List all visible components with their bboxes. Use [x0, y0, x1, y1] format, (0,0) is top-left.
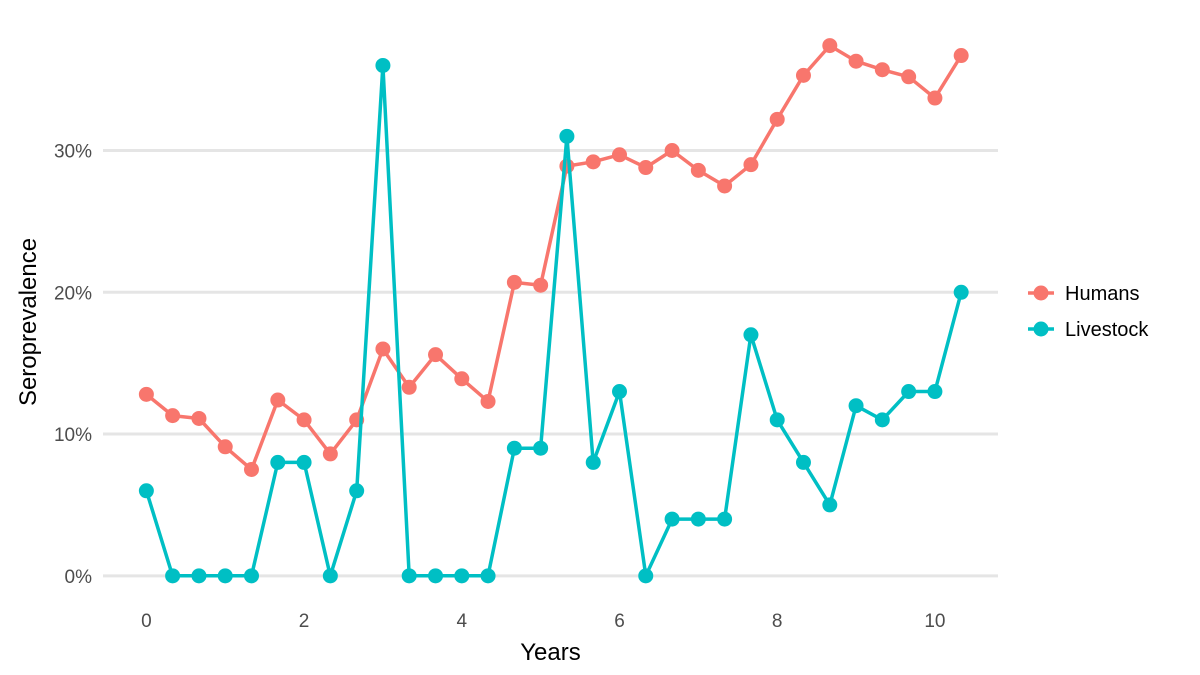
- data-point-humans: [795, 67, 811, 83]
- data-point-livestock: [769, 412, 785, 428]
- data-point-livestock: [927, 384, 943, 400]
- data-point-livestock: [243, 568, 259, 584]
- y-axis-title: Seroprevalence: [15, 238, 42, 406]
- legend-item-humans: Humans: [1028, 283, 1139, 305]
- y-tick-label: 0%: [65, 567, 93, 588]
- data-point-livestock: [428, 568, 444, 584]
- data-point-humans: [533, 277, 549, 293]
- data-point-humans: [585, 154, 601, 170]
- data-point-livestock: [138, 483, 154, 499]
- data-point-livestock: [638, 568, 654, 584]
- data-point-livestock: [795, 454, 811, 470]
- data-point-livestock: [296, 454, 312, 470]
- data-point-humans: [874, 62, 890, 78]
- data-point-humans: [848, 53, 864, 69]
- y-tick-label: 20%: [54, 283, 92, 304]
- data-point-livestock: [270, 454, 286, 470]
- data-point-livestock: [690, 511, 706, 527]
- data-point-livestock: [454, 568, 470, 584]
- axes: 0% 10% 20% 30% 0 2 4 6 8 10: [54, 142, 946, 632]
- data-point-humans: [138, 386, 154, 402]
- data-point-humans: [506, 274, 522, 290]
- x-tick-label: 6: [614, 611, 625, 632]
- data-point-humans: [717, 178, 733, 194]
- data-point-humans: [375, 341, 391, 357]
- y-tick-label: 30%: [54, 142, 92, 163]
- data-point-humans: [690, 162, 706, 178]
- data-point-livestock: [848, 398, 864, 414]
- x-tick-label: 8: [772, 611, 783, 632]
- data-point-humans: [217, 439, 233, 455]
- x-tick-label: 2: [299, 611, 310, 632]
- x-tick-label: 0: [141, 611, 152, 632]
- legend-point-humans: [1033, 285, 1049, 301]
- data-point-livestock: [664, 511, 680, 527]
- data-point-livestock: [217, 568, 233, 584]
- data-point-livestock: [611, 384, 627, 400]
- data-point-humans: [901, 69, 917, 85]
- data-point-humans: [611, 147, 627, 163]
- data-point-humans: [822, 38, 838, 54]
- data-point-livestock: [506, 440, 522, 456]
- series-humans: [138, 38, 969, 477]
- data-point-livestock: [165, 568, 181, 584]
- x-axis-title: Years: [520, 639, 581, 666]
- data-point-livestock: [191, 568, 207, 584]
- data-point-humans: [165, 408, 181, 424]
- legend-point-livestock: [1033, 321, 1049, 337]
- x-tick-label: 4: [456, 611, 467, 632]
- series-line-humans: [145, 43, 963, 472]
- data-point-humans: [743, 157, 759, 173]
- data-point-humans: [927, 90, 943, 106]
- series-livestock: [138, 57, 969, 584]
- series-line-livestock: [144, 63, 963, 578]
- data-point-livestock: [953, 284, 969, 300]
- data-point-livestock: [585, 454, 601, 470]
- data-point-humans: [296, 412, 312, 428]
- data-point-livestock: [717, 511, 733, 527]
- data-point-livestock: [480, 568, 496, 584]
- data-point-humans: [322, 446, 338, 462]
- legend-label-humans: Humans: [1065, 283, 1139, 305]
- data-point-livestock: [401, 568, 417, 584]
- data-point-humans: [191, 410, 207, 426]
- data-point-humans: [401, 379, 417, 395]
- data-point-humans: [559, 158, 575, 174]
- y-tick-label: 10%: [54, 425, 92, 446]
- data-point-humans: [638, 160, 654, 176]
- data-point-humans: [664, 143, 680, 159]
- data-point-livestock: [375, 57, 391, 73]
- data-point-livestock: [533, 440, 549, 456]
- data-point-humans: [769, 111, 785, 127]
- data-point-livestock: [559, 128, 575, 144]
- data-point-livestock: [901, 384, 917, 400]
- data-point-humans: [454, 371, 470, 387]
- x-tick-label: 10: [924, 611, 945, 632]
- data-point-humans: [270, 392, 286, 408]
- data-point-humans: [953, 48, 969, 64]
- legend-label-livestock: Livestock: [1065, 319, 1149, 341]
- data-point-livestock: [743, 327, 759, 343]
- data-point-humans: [428, 347, 444, 363]
- data-point-livestock: [874, 412, 890, 428]
- legend-item-livestock: Livestock: [1028, 319, 1149, 341]
- series-layer: [138, 38, 969, 584]
- data-point-humans: [243, 461, 259, 477]
- data-point-humans: [480, 393, 496, 409]
- gridlines: [103, 149, 998, 578]
- data-point-livestock: [349, 483, 365, 499]
- data-point-livestock: [822, 497, 838, 513]
- legend: Humans Livestock: [1028, 283, 1149, 341]
- data-point-livestock: [322, 568, 338, 584]
